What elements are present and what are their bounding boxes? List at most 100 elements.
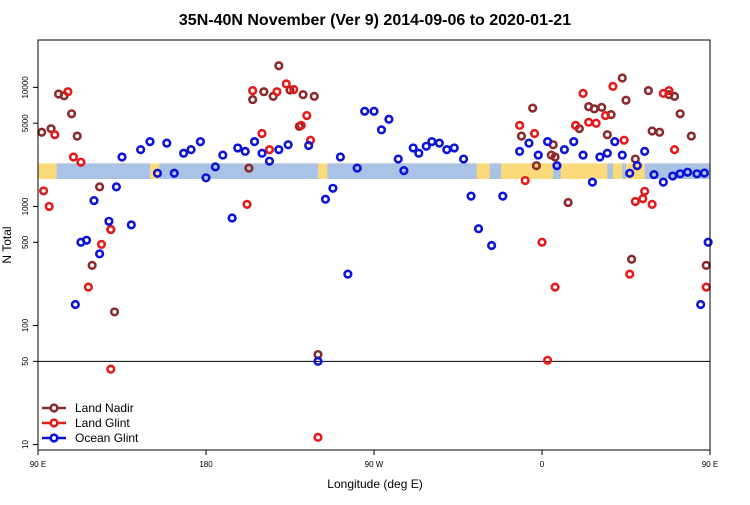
- legend-label: Land Glint: [75, 416, 130, 430]
- ocean-glint-point: [328, 183, 338, 193]
- land-glint-point: [248, 85, 258, 96]
- ocean-band-segment: [607, 163, 613, 179]
- land-nadir-point: [87, 260, 97, 270]
- ocean-glint-point: [240, 146, 250, 156]
- y-tick-label: 10: [21, 440, 30, 449]
- ocean-glint-point: [145, 137, 155, 147]
- ocean-glint-point: [533, 150, 543, 160]
- land-nadir-point: [259, 87, 269, 97]
- land-glint-point: [313, 432, 323, 442]
- data-points: [37, 61, 713, 442]
- ocean-glint-point: [640, 146, 650, 156]
- land-glint-point: [578, 88, 588, 99]
- ocean-glint-point: [111, 182, 121, 192]
- land-glint-point: [537, 237, 547, 247]
- ocean-glint-point: [569, 137, 579, 147]
- y-tick-label: 5000: [21, 114, 30, 132]
- legend-marker: [49, 403, 59, 413]
- land-glint-point: [296, 120, 306, 130]
- land-glint-point: [272, 87, 282, 97]
- land-nadir-point: [647, 126, 657, 136]
- ocean-glint-point: [466, 191, 476, 201]
- ocean-glint-point: [427, 137, 437, 147]
- land-glint-point: [76, 157, 86, 167]
- ocean-glint-point: [117, 152, 127, 162]
- land-nadir-point: [528, 103, 538, 113]
- land-glint-point: [638, 194, 648, 204]
- ocean-glint-point: [459, 154, 469, 164]
- land-nadir-point: [109, 307, 120, 317]
- x-tick-label: 0: [540, 460, 545, 469]
- ocean-glint-point: [162, 138, 172, 148]
- ocean-glint-point: [201, 173, 211, 183]
- ocean-glint-point: [514, 146, 525, 156]
- ocean-glint-point: [186, 145, 196, 155]
- land-nadir-point: [248, 94, 258, 105]
- y-axis-label: N Total: [0, 226, 14, 263]
- land-nadir-point: [72, 131, 82, 141]
- ocean-glint-point: [70, 299, 80, 310]
- land-nadir-point: [563, 197, 573, 208]
- x-tick-label: 180: [199, 460, 213, 469]
- land-nadir-point: [531, 161, 542, 171]
- land-glint-point: [302, 110, 312, 121]
- land-glint-point: [257, 128, 267, 139]
- legend-marker: [49, 433, 59, 443]
- ocean-glint-point: [682, 167, 693, 177]
- land-glint-point: [625, 269, 635, 279]
- land-nadir-point: [285, 85, 295, 95]
- ocean-glint-point: [89, 195, 99, 206]
- ocean-glint-point: [610, 137, 620, 147]
- ocean-glint-point: [126, 220, 136, 230]
- ocean-glint-point: [595, 152, 605, 162]
- land-glint-point: [664, 85, 674, 96]
- ocean-glint-point: [369, 106, 379, 116]
- y-tick-label: 10000: [21, 76, 30, 99]
- ocean-glint-point: [434, 138, 444, 148]
- ocean-glint-point: [249, 137, 260, 147]
- ocean-glint-point: [274, 145, 284, 155]
- land-nadir-point: [643, 85, 654, 96]
- y-tick-label: 50: [21, 356, 30, 365]
- ocean-glint-point: [320, 194, 331, 204]
- x-axis-label: Longitude (deg E): [327, 477, 422, 491]
- ocean-glint-point: [304, 140, 314, 151]
- land-nadir-point: [298, 89, 308, 100]
- land-nadir-point: [701, 260, 711, 270]
- x-axis: 90 E 180 90 W 0 90 E: [30, 450, 718, 469]
- ocean-glint-point: [210, 162, 220, 172]
- land-glint-point: [264, 145, 275, 155]
- ocean-glint-point: [343, 269, 353, 279]
- ocean-glint-point: [421, 141, 431, 151]
- ocean-glint-point: [227, 213, 237, 223]
- land-glint-point: [50, 130, 60, 140]
- ocean-glint-point: [393, 154, 403, 164]
- land-glint-point: [106, 364, 116, 374]
- ocean-glint-point: [699, 168, 710, 178]
- ocean-glint-point: [552, 161, 562, 171]
- ocean-band-segment: [553, 163, 561, 179]
- ocean-glint-point: [658, 177, 668, 187]
- land-glint-point: [600, 110, 611, 121]
- ocean-glint-point: [360, 106, 370, 116]
- land-nadir-point: [94, 182, 105, 192]
- chart-title: 35N-40N November (Ver 9) 2014-09-06 to 2…: [179, 12, 571, 29]
- ocean-glint-point: [179, 148, 189, 158]
- legend-marker: [49, 418, 59, 428]
- land-nadir-point: [686, 131, 696, 141]
- legend-label: Ocean Glint: [75, 431, 139, 445]
- ocean-glint-point: [81, 235, 92, 245]
- ocean-glint-point: [696, 299, 706, 310]
- y-tick-label: 1000: [21, 197, 30, 215]
- ocean-glint-point: [524, 138, 534, 148]
- land-glint-point: [550, 282, 560, 292]
- x-tick-label: 90 W: [365, 460, 384, 469]
- ocean-glint-point: [218, 150, 228, 160]
- x-tick-label: 90 E: [702, 460, 718, 469]
- ocean-glint-point: [264, 156, 275, 166]
- land-glint-point: [630, 196, 640, 207]
- ocean-band-segment: [327, 163, 477, 179]
